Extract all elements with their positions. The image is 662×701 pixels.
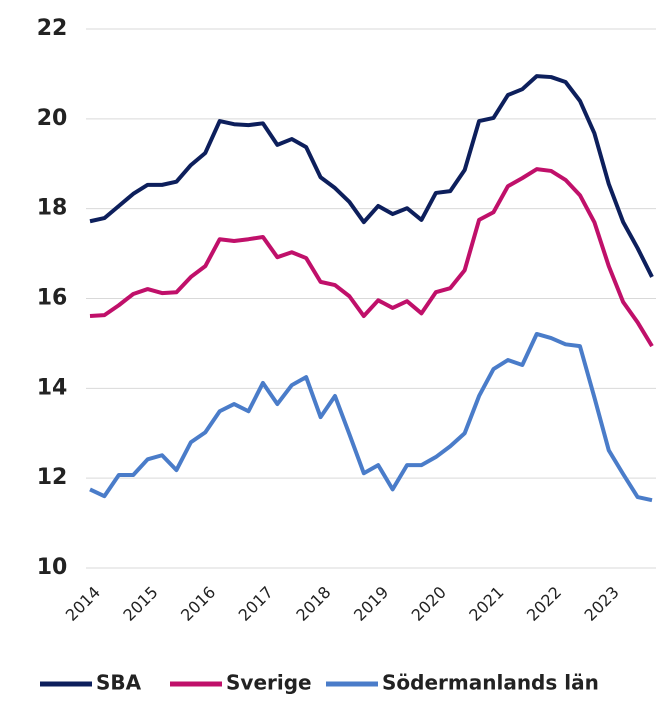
line-series bbox=[89, 167, 654, 348]
y-tick-label: 14 bbox=[37, 375, 68, 400]
y-tick-label: 22 bbox=[37, 16, 68, 41]
y-tick-label: 10 bbox=[37, 555, 68, 580]
line-series bbox=[89, 74, 654, 278]
x-tick-label: 2023 bbox=[581, 583, 623, 625]
legend-label: Sverige bbox=[226, 671, 312, 695]
x-tick-label: 2014 bbox=[62, 583, 104, 625]
x-tick-label: 2016 bbox=[177, 583, 219, 625]
x-tick-label: 2022 bbox=[523, 583, 565, 625]
y-tick-label: 16 bbox=[37, 286, 68, 311]
x-tick-label: 2018 bbox=[292, 583, 334, 625]
y-tick-label: 18 bbox=[37, 196, 68, 221]
y-tick-label: 12 bbox=[37, 465, 68, 490]
line-series bbox=[89, 331, 653, 503]
x-tick-label: 2017 bbox=[235, 583, 277, 625]
x-tick-label: 2021 bbox=[465, 583, 507, 625]
x-tick-label: 2020 bbox=[408, 583, 450, 625]
x-tick-label: 2015 bbox=[119, 583, 161, 625]
legend-label: SBA bbox=[96, 671, 142, 695]
x-tick-label: 2019 bbox=[350, 583, 392, 625]
legend-label: Södermanlands län bbox=[382, 671, 599, 695]
y-tick-label: 20 bbox=[37, 106, 68, 131]
